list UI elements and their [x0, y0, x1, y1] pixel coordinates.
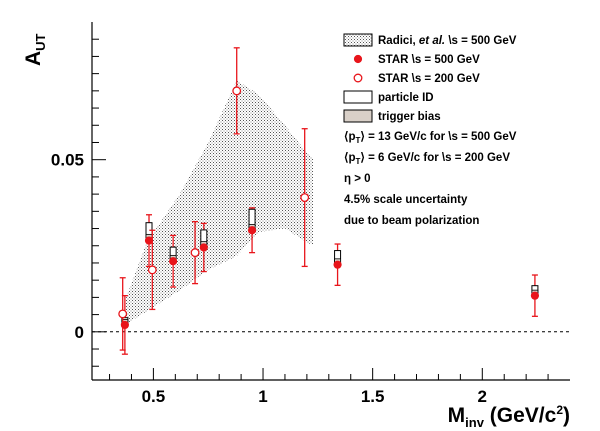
- data-point-200: [300, 193, 310, 203]
- data-point-500: [199, 243, 208, 252]
- legend-swatch-band: [343, 33, 373, 47]
- y-tick-label: 0.05: [51, 151, 84, 170]
- x-tick-label: 0.5: [142, 387, 166, 406]
- x-axis-title: Minv (GeV/c2): [448, 403, 570, 430]
- x-tick-label: 1: [258, 387, 267, 406]
- legend-swatch-open-circle: [353, 73, 363, 83]
- data-point-500: [144, 236, 154, 245]
- data-point-500: [333, 260, 342, 269]
- annotation-line: η > 0: [344, 173, 371, 185]
- legend-swatch-open-box: [343, 90, 373, 104]
- legend-label: STAR \s = 500 GeV: [378, 54, 480, 66]
- axes-layer: 0.5 1 1.5 2 0 0.05: [51, 22, 570, 406]
- y-axis-title: AUT: [22, 33, 48, 66]
- annotation-line: due to beam polarization: [344, 215, 479, 227]
- x-tick-label: 2: [478, 387, 487, 406]
- legend-swatch-filled-circle: [353, 54, 363, 64]
- data-point-200: [147, 265, 157, 275]
- theory-band-layer: [124, 80, 314, 325]
- annotation-line: ⟨pT⟩ = 6 GeV/c for \s = 200 GeV: [344, 151, 510, 166]
- theory-band: [124, 80, 314, 325]
- data-point-200: [232, 86, 242, 96]
- annotations: ⟨pT⟩ = 13 GeV/c for \s = 500 GeV ⟨pT⟩ = 6…: [344, 130, 517, 227]
- annotation-line: 4.5% scale uncertainty: [344, 194, 468, 206]
- legend-label: Radici, et al. \s = 500 GeV: [378, 35, 517, 47]
- axis-titles: Minv (GeV/c2) AUT: [22, 33, 570, 430]
- data-layer: [118, 47, 540, 355]
- legend-label: particle ID: [378, 92, 434, 104]
- data-point-500: [530, 291, 540, 300]
- legend-label: trigger bias: [378, 111, 441, 123]
- data-point-200: [190, 248, 200, 258]
- data-point-500: [169, 257, 178, 266]
- legend: Radici, et al. \s = 500 GeV STAR \s = 500…: [343, 33, 517, 123]
- data-point-200: [118, 309, 128, 319]
- x-tick-label: 1.5: [361, 387, 385, 406]
- legend-label: STAR \s = 200 GeV: [378, 73, 480, 85]
- y-tick-label: 0: [75, 323, 84, 342]
- legend-swatch-filled-box: [343, 109, 373, 123]
- annotation-line: ⟨pT⟩ = 13 GeV/c for \s = 500 GeV: [344, 130, 517, 145]
- data-point-500: [247, 226, 257, 235]
